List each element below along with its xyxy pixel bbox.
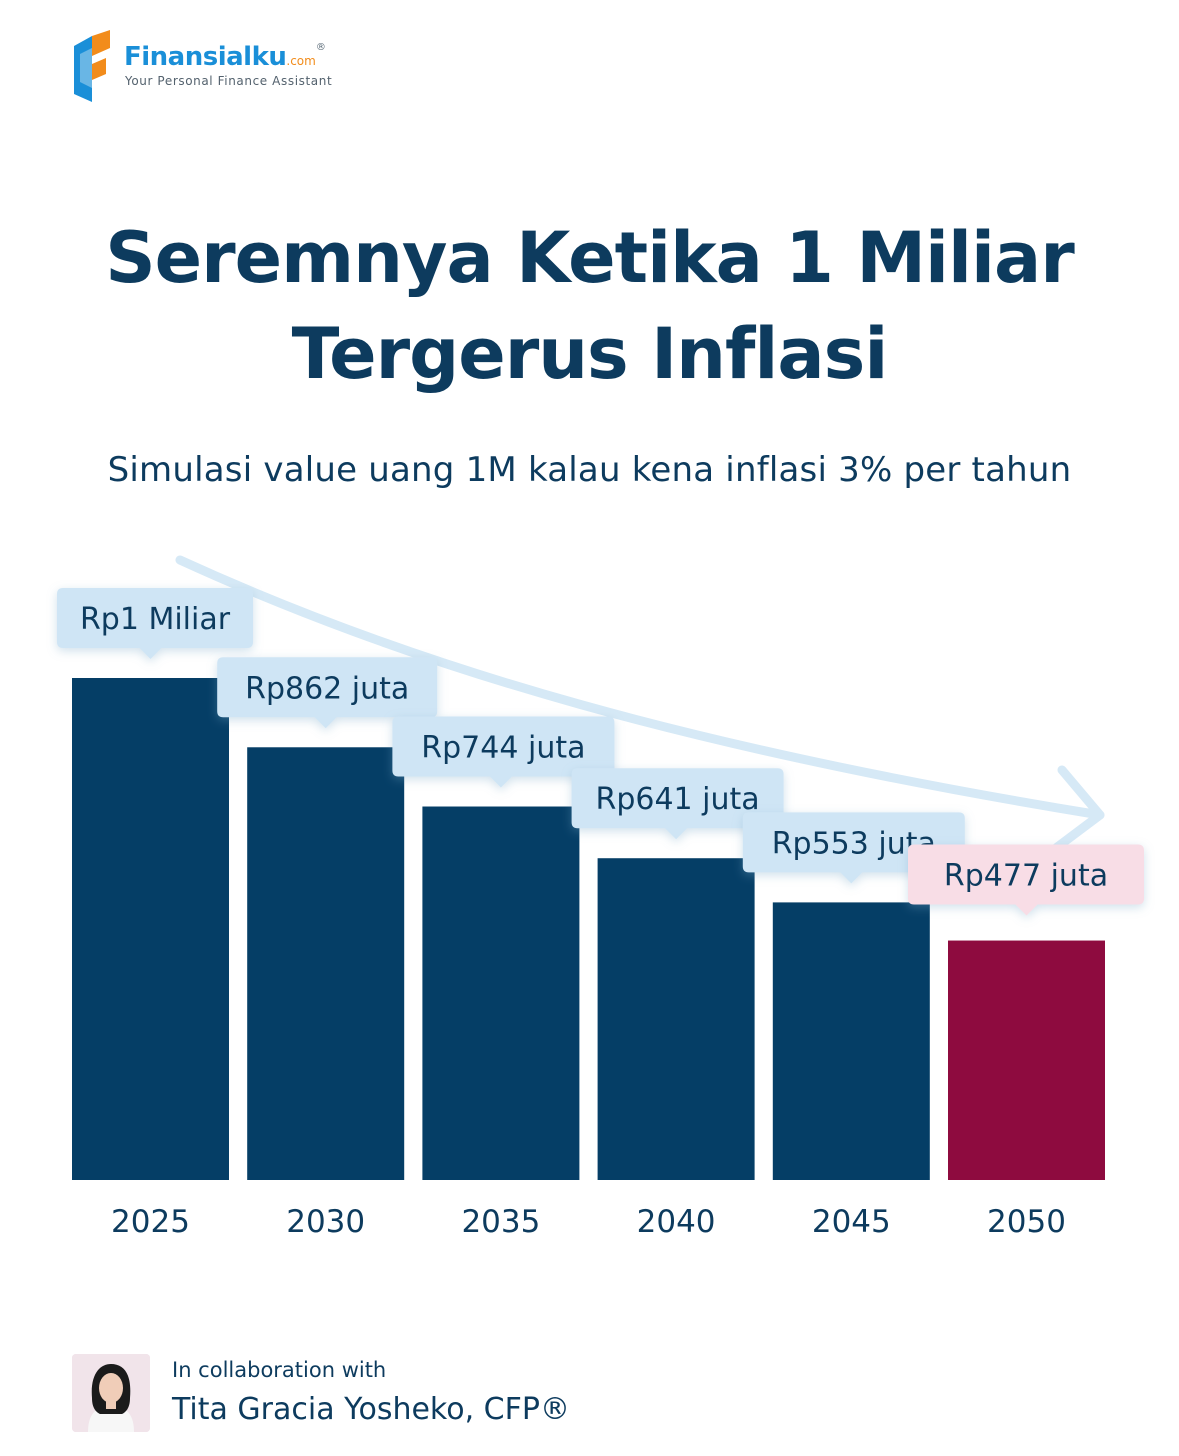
person-portrait-icon	[72, 1354, 150, 1432]
page-title: Seremnya Ketika 1 Miliar Tergerus Inflas…	[0, 210, 1179, 402]
bar-2045	[772, 902, 930, 1180]
inflation-bar-chart: Rp1 Miliar Rp862 juta Rp744 juta Rp641 juta…	[57, 555, 1144, 1240]
data-label-bubble	[57, 588, 253, 659]
data-label-text: Rp477 juta	[944, 859, 1108, 894]
trend-arrow-head	[1051, 765, 1105, 853]
page-subtitle: Simulasi value uang 1M kalau kena inflas…	[107, 450, 1072, 490]
data-label-text: Rp641 juta	[596, 782, 760, 817]
x-tick-label-2050: 2050	[987, 1204, 1066, 1240]
brand-name: Finansialku.com®	[124, 42, 326, 72]
bar-2040	[597, 858, 755, 1180]
collaborator-photo	[72, 1354, 150, 1432]
data-label-text: Rp1 Miliar	[80, 602, 231, 637]
bars	[72, 678, 1105, 1180]
brand-suffix: .com	[286, 54, 316, 68]
data-label-2040: Rp641 juta	[571, 768, 784, 840]
bar-2035	[422, 806, 580, 1180]
x-axis-ticks: 2025 2030 2035 2040 2045 2050	[111, 1204, 1066, 1240]
data-label-bubble	[217, 657, 438, 729]
bar-2050	[948, 940, 1105, 1180]
trend-arrow-line	[175, 555, 1105, 820]
data-label-bubble	[571, 768, 784, 840]
bar-2025	[72, 678, 229, 1180]
data-label-bubble	[392, 716, 615, 788]
collaborator-name: Tita Gracia Yosheko, CFP®	[172, 1392, 570, 1427]
data-label-bubble	[908, 844, 1144, 916]
data-label-text: Rp744 juta	[421, 731, 585, 766]
x-tick-label-2040: 2040	[637, 1204, 716, 1240]
x-tick-label-2045: 2045	[812, 1204, 891, 1240]
brand-logo: Finansialku.com® Your Personal Finance A…	[70, 28, 370, 108]
data-label-2050: Rp477 juta	[908, 844, 1144, 916]
registered-mark: ®	[315, 42, 326, 53]
data-label-2030: Rp862 juta	[217, 657, 438, 729]
data-label-text: Rp862 juta	[245, 671, 409, 706]
brand-tagline: Your Personal Finance Assistant	[125, 74, 333, 88]
collaboration-label: In collaboration with	[172, 1358, 387, 1382]
bar-2030	[247, 747, 405, 1180]
data-label-2025: Rp1 Miliar	[57, 588, 253, 659]
x-tick-label-2030: 2030	[286, 1204, 365, 1240]
x-tick-label-2035: 2035	[461, 1204, 540, 1240]
trend-arrow	[175, 555, 1105, 853]
title-line-1: Seremnya Ketika 1 Miliar	[105, 217, 1074, 299]
data-label-2035: Rp744 juta	[392, 716, 615, 788]
title-line-2: Tergerus Inflasi	[291, 313, 889, 395]
data-labels: Rp1 Miliar Rp862 juta Rp744 juta Rp641 juta…	[57, 588, 1144, 916]
x-tick-label-2025: 2025	[111, 1204, 190, 1240]
finansialku-logo-icon	[74, 30, 110, 102]
